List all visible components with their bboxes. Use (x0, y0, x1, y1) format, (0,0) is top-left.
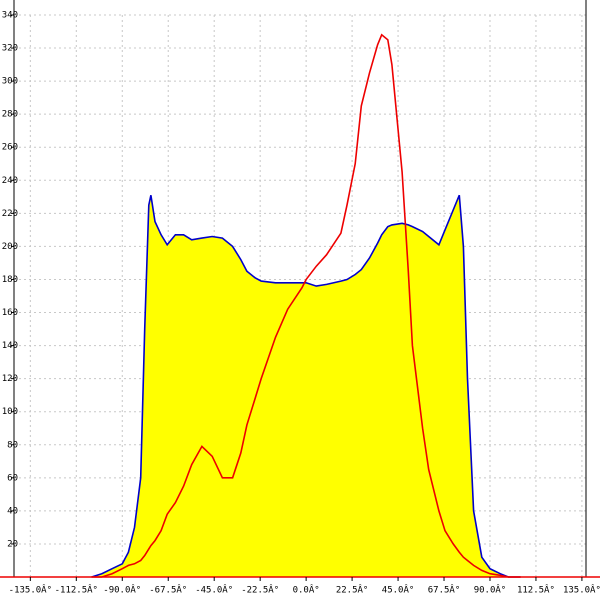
y-tick-label: 240 (2, 176, 18, 186)
x-tick-label: -22.5Â° (241, 584, 279, 596)
x-tick-label: 112.5Â° (517, 584, 555, 596)
y-tick-label: 80 (7, 440, 18, 450)
y-tick-label: 280 (2, 110, 18, 120)
x-tick-label: 45.0Â° (382, 584, 415, 596)
y-tick-label: 60 (7, 473, 18, 483)
x-tick-label: 22.5Â° (336, 584, 369, 596)
y-tick-label: 300 (2, 77, 18, 87)
x-tick-label: 67.5Â° (428, 584, 461, 596)
y-tick-label: 260 (2, 143, 18, 153)
area-fill (91, 195, 521, 577)
y-tick-label: 180 (2, 275, 18, 285)
x-tick-label: -90.0Â° (103, 584, 141, 596)
y-tick-label: 100 (2, 407, 18, 417)
y-tick-label: 200 (2, 242, 18, 252)
x-tick-label: -135.0Â° (9, 584, 52, 596)
y-tick-label: 220 (2, 209, 18, 219)
y-tick-label: 160 (2, 308, 18, 318)
x-tick-label: -67.5Â° (149, 584, 187, 596)
x-tick-label: 90.0Â° (474, 584, 507, 596)
y-tick-label: 20 (7, 539, 18, 549)
y-tick-label: 320 (2, 44, 18, 54)
x-tick-label: -112.5Â° (55, 584, 98, 596)
y-tick-label: 340 (2, 11, 18, 21)
y-tick-label: 40 (7, 506, 18, 516)
series-line (91, 33, 521, 578)
y-tick-label: 120 (2, 374, 18, 384)
x-tick-label: -45.0Â° (195, 584, 233, 596)
x-tick-label: 135.0Â° (563, 584, 600, 596)
x-tick-label: 0.0Â° (293, 584, 320, 596)
y-tick-label: 140 (2, 341, 18, 351)
series-line (91, 194, 521, 578)
